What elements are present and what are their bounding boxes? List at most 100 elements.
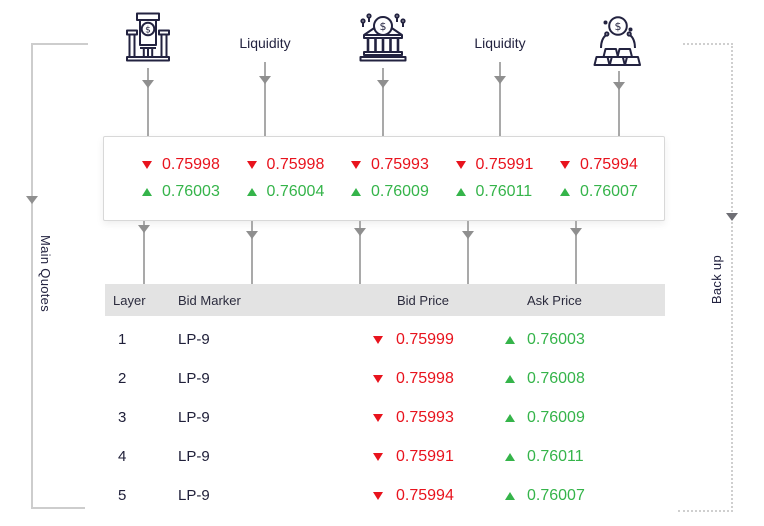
up-triangle-icon <box>505 413 515 422</box>
down-triangle-icon <box>373 413 383 422</box>
backup-line <box>731 43 733 512</box>
arrow-down-icon <box>726 213 738 221</box>
ask-price-cell: 0.76003 <box>505 331 665 349</box>
down-triangle-icon <box>373 491 383 500</box>
bid-quote: 0.75994 <box>560 156 640 174</box>
aggregated-quotes-box: 0.75998 0.75998 0.75993 0.75991 0.75994 … <box>103 136 665 221</box>
bank-tower-icon: $ <box>126 12 170 62</box>
table-row: 5 LP-9 0.75994 0.76007 <box>105 476 665 515</box>
ask-price-cell: 0.76007 <box>505 487 665 505</box>
layer-cell: 2 <box>118 370 127 387</box>
arrow-down-icon <box>462 231 474 239</box>
bid-quote: 0.75991 <box>455 156 536 174</box>
bid-price-cell: 0.75994 <box>368 487 505 505</box>
connector-line <box>618 71 620 136</box>
arrow-down-icon <box>613 82 625 90</box>
table-row: 4 LP-9 0.75991 0.76011 <box>105 437 665 476</box>
down-triangle-icon <box>373 335 383 344</box>
down-triangle-icon <box>373 452 383 461</box>
down-triangle-icon <box>351 161 361 169</box>
bid-marker-header: Bid Marker <box>178 292 241 308</box>
ask-price-cell: 0.76008 <box>505 370 665 388</box>
table-row: 1 LP-9 0.75999 0.76003 <box>105 320 665 359</box>
ask-quote: 0.76004 <box>246 183 327 201</box>
connector-line <box>147 68 149 136</box>
main-quotes-line-bottom <box>31 507 85 509</box>
connector-line <box>251 221 253 284</box>
down-triangle-icon <box>455 161 466 169</box>
bid-quote: 0.75998 <box>246 156 327 174</box>
bid-marker-cell: LP-9 <box>178 487 210 504</box>
main-quotes-line-top <box>31 43 88 45</box>
arrow-down-icon <box>26 196 38 204</box>
arrow-down-icon <box>142 80 154 88</box>
svg-text:$: $ <box>145 26 151 36</box>
arrow-down-icon <box>494 76 506 84</box>
arrow-down-icon <box>354 228 366 236</box>
ask-quote: 0.76011 <box>455 183 536 201</box>
bid-price-cell: 0.75991 <box>368 448 505 466</box>
bid-quotes-row: 0.75998 0.75998 0.75993 0.75991 0.75994 <box>104 156 664 174</box>
table-header: Layer Bid Marker Bid Price Ask Price <box>105 284 665 316</box>
up-triangle-icon <box>505 491 515 500</box>
up-triangle-icon <box>560 188 570 196</box>
liquidity-label-2: Liquidity <box>474 35 526 51</box>
down-triangle-icon <box>246 161 257 169</box>
ask-price-header: Ask Price <box>527 292 582 308</box>
ask-quote: 0.76009 <box>351 183 431 201</box>
main-quotes-label: Main Quotes <box>38 235 53 313</box>
table-row: 3 LP-9 0.75993 0.76009 <box>105 398 665 437</box>
table-row: 2 LP-9 0.75998 0.76008 <box>105 359 665 398</box>
table-body: 1 LP-9 0.75999 0.76003 2 LP-9 0.75998 0.… <box>105 320 665 515</box>
bid-price-header: Bid Price <box>397 292 450 308</box>
connector-line <box>499 62 501 136</box>
connector-line <box>382 68 384 136</box>
main-quotes-line <box>31 43 33 509</box>
layer-cell: 1 <box>118 331 127 348</box>
ask-quote: 0.76007 <box>560 183 640 201</box>
up-triangle-icon <box>455 188 466 196</box>
bank-columns-icon: $ <box>356 11 410 63</box>
layer-cell: 4 <box>118 448 127 465</box>
ask-quote: 0.76003 <box>142 183 222 201</box>
ask-quotes-row: 0.76003 0.76004 0.76009 0.76011 0.76007 <box>104 183 664 201</box>
arrow-down-icon <box>138 225 150 233</box>
down-triangle-icon <box>560 161 570 169</box>
bid-price-cell: 0.75999 <box>368 331 505 349</box>
down-triangle-icon <box>373 374 383 383</box>
bid-marker-cell: LP-9 <box>178 448 210 465</box>
connector-line <box>359 221 361 284</box>
svg-text:$: $ <box>380 20 387 33</box>
bid-price-cell: 0.75998 <box>368 370 505 388</box>
bid-quote: 0.75993 <box>351 156 431 174</box>
arrow-down-icon <box>246 231 258 239</box>
down-triangle-icon <box>142 161 152 169</box>
layer-cell: 3 <box>118 409 127 426</box>
liquidity-label-1: Liquidity <box>239 35 291 51</box>
connector-line <box>143 221 145 284</box>
up-triangle-icon <box>505 452 515 461</box>
bid-marker-cell: LP-9 <box>178 409 210 426</box>
bid-marker-cell: LP-9 <box>178 331 210 348</box>
svg-text:$: $ <box>615 20 622 33</box>
connector-line <box>264 62 266 136</box>
up-triangle-icon <box>351 188 361 196</box>
up-triangle-icon <box>246 188 257 196</box>
arrow-down-icon <box>259 76 271 84</box>
arrow-down-icon <box>570 228 582 236</box>
back-up-label: Back up <box>709 255 724 305</box>
up-triangle-icon <box>505 374 515 383</box>
backup-line-bottom <box>678 510 733 512</box>
bid-price-cell: 0.75993 <box>368 409 505 427</box>
bid-quote: 0.75998 <box>142 156 222 174</box>
ask-price-cell: 0.76009 <box>505 409 665 427</box>
layer-cell: 5 <box>118 487 127 504</box>
arrow-down-icon <box>377 80 389 88</box>
gold-bars-icon: $ <box>593 13 643 67</box>
up-triangle-icon <box>142 188 152 196</box>
up-triangle-icon <box>505 335 515 344</box>
layer-header: Layer <box>113 292 146 308</box>
connector-line <box>467 221 469 284</box>
bid-marker-cell: LP-9 <box>178 370 210 387</box>
